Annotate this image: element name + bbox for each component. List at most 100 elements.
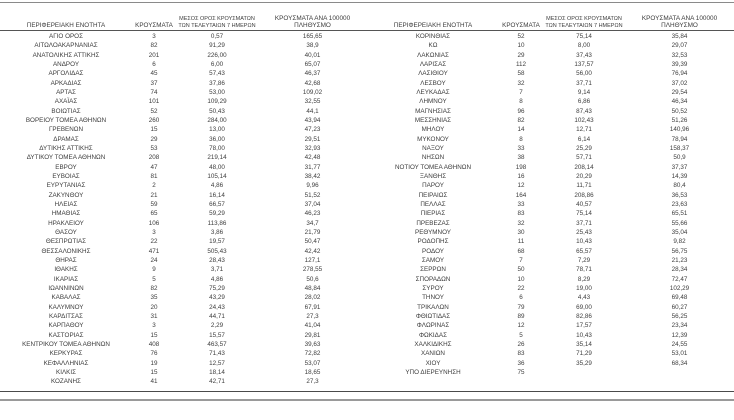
- region-cell: ΕΒΡΟΥ: [55, 163, 77, 171]
- region-cell: ΛΑΣΙΘΙΟΥ: [418, 70, 448, 78]
- per100k-cell: 56,25: [671, 313, 688, 320]
- avg7-cell: 75,29: [209, 285, 225, 293]
- table-row: ΛΑΣΙΘΙΟΥ 58 56,00 76,94: [367, 69, 734, 78]
- avg7-cell: 505,43: [207, 247, 227, 255]
- region-cell: ΗΛΕΙΑΣ: [54, 201, 78, 209]
- table-row: ΗΜΑΘΙΑΣ 65 59,29 46,23: [0, 209, 367, 218]
- cases-cell: 6: [152, 61, 156, 69]
- avg7-cell: 35,29: [576, 359, 592, 367]
- region-cell: ΚΕΦΑΛΛΗΝΙΑΣ: [43, 359, 89, 367]
- per100k-cell: 23,34: [671, 322, 688, 330]
- avg7-cell: 37,71: [576, 79, 592, 87]
- avg7-cell: 3,71: [210, 266, 224, 274]
- table-row: ΘΕΣΠΡΩΤΙΑΣ 22 19,57 50,47: [0, 237, 367, 246]
- region-cell: ΘΕΣΠΡΩΤΙΑΣ: [45, 238, 87, 246]
- per100k-cell: 46,37: [304, 70, 321, 78]
- cases-cell: 8: [519, 135, 523, 143]
- avg7-cell: 48,00: [209, 163, 225, 171]
- cases-cell: 58: [517, 70, 525, 78]
- cases-cell: 38: [517, 154, 525, 162]
- region-cell: ΗΜΑΘΙΑΣ: [51, 210, 81, 218]
- per100k-cell: 50,6: [306, 275, 319, 283]
- region-cell: ΒΟΙΩΤΙΑΣ: [51, 107, 81, 115]
- region-cell: ΚΟΖΑΝΗΣ: [51, 378, 81, 386]
- per100k-cell: 46,34: [671, 98, 688, 106]
- table-row: ΞΑΝΘΗΣ 16 20,29 14,39: [367, 172, 734, 181]
- avg7-cell: 57,71: [576, 154, 592, 162]
- table-row: ΘΑΣΟΥ 3 3,86 21,79: [0, 228, 367, 237]
- table-row: ΧΙΟΥ 36 35,29 68,34: [367, 358, 734, 367]
- per100k-cell: 278,55: [302, 266, 323, 274]
- per100k-cell: 109,02: [302, 89, 323, 97]
- region-cell: ΚΑΒΑΛΑΣ: [51, 294, 81, 302]
- header-row: ΠΕΡΙΦΕΡΕΙΑΚΗ ΕΝΟΤΗΤΑ ΚΡΟΥΣΜΑΤΑ ΜΕΣΟΣ ΟΡΟ…: [367, 9, 734, 31]
- table-row: ΛΑΚΩΝΙΑΣ 29 37,43 32,53: [367, 51, 734, 60]
- region-cell: ΑΡΓΟΛΙΔΑΣ: [48, 70, 84, 78]
- per100k-cell: 41,04: [304, 322, 321, 330]
- avg7-cell: 105,14: [207, 173, 227, 181]
- per100k-cell: 68,34: [671, 359, 688, 367]
- per100k-cell: 53,01: [671, 350, 688, 358]
- cases-cell: 33: [517, 201, 525, 209]
- avg7-cell: 57,43: [209, 70, 225, 78]
- region-cell: ΝΑΞΟΥ: [422, 145, 444, 153]
- table-row: ΚΕΡΚΥΡΑΣ 76 71,43 72,82: [0, 349, 367, 358]
- table-row: ΣΑΜΟΥ 7 7,29 21,23: [367, 256, 734, 265]
- region-cell: ΑΧΑΪΑΣ: [54, 98, 78, 106]
- cases-cell: 21: [150, 191, 158, 199]
- table-row: ΝΗΣΩΝ 38 57,71 50,9: [367, 153, 734, 162]
- cases-cell: 37: [150, 79, 158, 87]
- table-row: ΣΠΟΡΑΔΩΝ 10 8,29 72,47: [367, 275, 734, 284]
- cases-cell: 26: [517, 340, 525, 348]
- table-row: ΠΡΕΒΕΖΑΣ 32 37,71 55,66: [367, 219, 734, 228]
- table-row: ΦΘΙΩΤΙΔΑΣ 89 82,86 56,25: [367, 312, 734, 321]
- region-cell: ΚΑΡΠΑΘΟΥ: [48, 322, 84, 330]
- table-row: ΦΩΚΙΔΑΣ 5 10,43 12,39: [367, 331, 734, 340]
- per100k-cell: 24,55: [671, 340, 688, 348]
- cases-cell: 32: [517, 219, 525, 227]
- avg7-cell: 13,00: [209, 126, 225, 134]
- region-cell: ΦΛΩΡΙΝΑΣ: [416, 322, 450, 330]
- per100k-cell: 37,04: [304, 201, 321, 209]
- region-cell: ΑΝΑΤΟΛΙΚΗΣ ΑΤΤΙΚΗΣ: [32, 51, 100, 59]
- region-cell: ΠΡΕΒΕΖΑΣ: [416, 219, 450, 227]
- header-per100k-line2: ΠΛΗΘΥΣΜΟ: [661, 21, 698, 29]
- table-row: ΘΗΡΑΣ 24 28,43 127,1: [0, 256, 367, 265]
- region-cell: ΚΙΛΚΙΣ: [56, 368, 76, 376]
- region-cell: ΚΕΡΚΥΡΑΣ: [49, 350, 83, 358]
- avg7-cell: 71,29: [576, 350, 592, 358]
- per100k-cell: 78,94: [671, 135, 688, 143]
- table-row: ΑΝΑΤΟΛΙΚΗΣ ΑΤΤΙΚΗΣ 201 226,00 40,01: [0, 51, 367, 60]
- avg7-cell: 10,43: [576, 238, 592, 246]
- avg7-cell: 78,00: [209, 145, 225, 153]
- region-cell: ΞΑΝΘΗΣ: [419, 173, 447, 181]
- region-cell: ΕΥΡΥΤΑΝΙΑΣ: [46, 182, 86, 190]
- table-row: ΚΟΖΑΝΗΣ 41 42,71 27,3: [0, 377, 367, 386]
- header-cases: ΚΡΟΥΣΜΑΤΑ: [135, 22, 173, 29]
- avg7-cell: 284,00: [207, 117, 227, 125]
- per100k-cell: 38,42: [304, 173, 321, 181]
- region-cell: ΡΟΔΟΠΗΣ: [417, 238, 449, 246]
- table-row: ΙΩΑΝΝΙΝΩΝ 82 75,29 48,84: [0, 284, 367, 293]
- table-row: ΝΑΞΟΥ 33 25,29 158,37: [367, 144, 734, 153]
- per100k-cell: 47,23: [304, 126, 321, 134]
- cases-cell: 19: [150, 359, 158, 367]
- table-row: ΑΧΑΪΑΣ 101 109,29 32,55: [0, 97, 367, 106]
- per100k-cell: 32,53: [671, 51, 688, 59]
- avg7-cell: 19,57: [209, 238, 225, 246]
- table-row: ΑΡΓΟΛΙΔΑΣ 45 57,43 46,37: [0, 69, 367, 78]
- cases-cell: 41: [150, 378, 158, 386]
- avg7-cell: 20,29: [576, 173, 592, 181]
- per100k-cell: 43,94: [304, 117, 321, 125]
- per100k-cell: 29,81: [304, 331, 321, 339]
- per100k-cell: 32,55: [304, 98, 321, 106]
- table-row: ΠΕΙΡΑΙΩΣ 164 208,86 36,53: [367, 191, 734, 200]
- region-cell: ΔΥΤΙΚΟΥ ΤΟΜΕΑ ΑΘΗΝΩΝ: [26, 154, 106, 162]
- header-per100k-line1: ΚΡΟΥΣΜΑΤΑ ΑΝΑ 100000: [274, 14, 351, 22]
- cases-cell: 198: [515, 163, 527, 171]
- avg7-cell: 6,86: [577, 98, 591, 106]
- region-cell: ΝΟΤΙΟΥ ΤΟΜΕΑ ΑΘΗΝΩΝ: [394, 163, 472, 171]
- per100k-cell: 72,82: [304, 350, 321, 358]
- table-row: ΔΡΑΜΑΣ 29 36,00 29,51: [0, 135, 367, 144]
- avg7-cell: 137,57: [574, 61, 594, 69]
